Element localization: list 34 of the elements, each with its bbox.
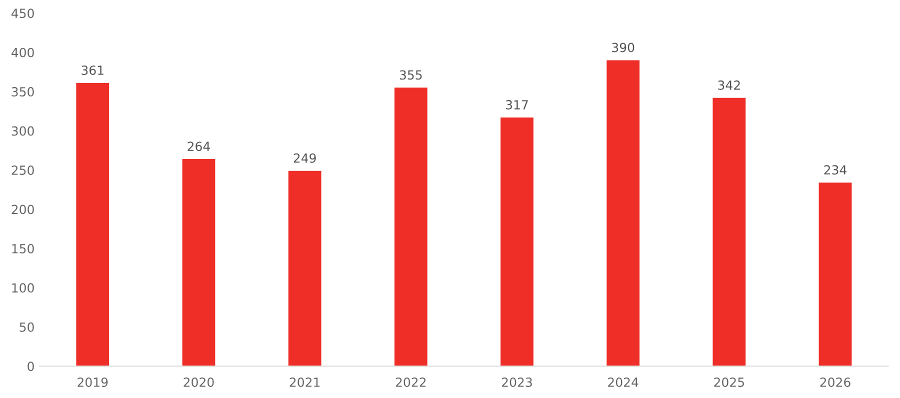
data-label: 355 — [400, 70, 422, 80]
x-tick-label: 2020 — [184, 377, 214, 387]
bar — [76, 82, 110, 366]
x-tick-label: 2025 — [714, 377, 744, 387]
y-tick-label: 350 — [12, 87, 34, 97]
y-tick-label: 0 — [28, 362, 34, 372]
bar — [288, 170, 322, 366]
data-label: 234 — [824, 165, 846, 175]
bar — [394, 88, 428, 366]
data-label: 342 — [718, 80, 740, 90]
y-tick-label: 300 — [12, 126, 34, 136]
data-label: 264 — [188, 142, 210, 152]
x-tick-label: 2024 — [608, 377, 638, 387]
bar — [818, 182, 852, 366]
bar — [712, 98, 746, 366]
x-tick-label: 2022 — [396, 377, 426, 387]
bar — [606, 60, 640, 366]
x-tick-label: 2023 — [502, 377, 532, 387]
data-label: 249 — [294, 153, 316, 163]
y-tick-label: 150 — [12, 244, 34, 254]
x-tick-label: 2021 — [290, 377, 320, 387]
y-tick-label: 50 — [20, 322, 34, 332]
bar — [182, 159, 216, 366]
x-tick-label: 2019 — [78, 377, 108, 387]
y-tick-label: 200 — [12, 204, 34, 214]
y-tick-label: 100 — [12, 283, 34, 293]
data-label: 317 — [506, 100, 528, 110]
y-tick-label: 450 — [11, 8, 34, 18]
y-tick-label: 400 — [11, 48, 34, 58]
y-tick-label: 250 — [12, 166, 34, 175]
data-label: 390 — [612, 42, 634, 52]
data-label: 361 — [82, 66, 104, 75]
bar — [500, 117, 534, 366]
x-tick-label: 2026 — [820, 377, 850, 387]
